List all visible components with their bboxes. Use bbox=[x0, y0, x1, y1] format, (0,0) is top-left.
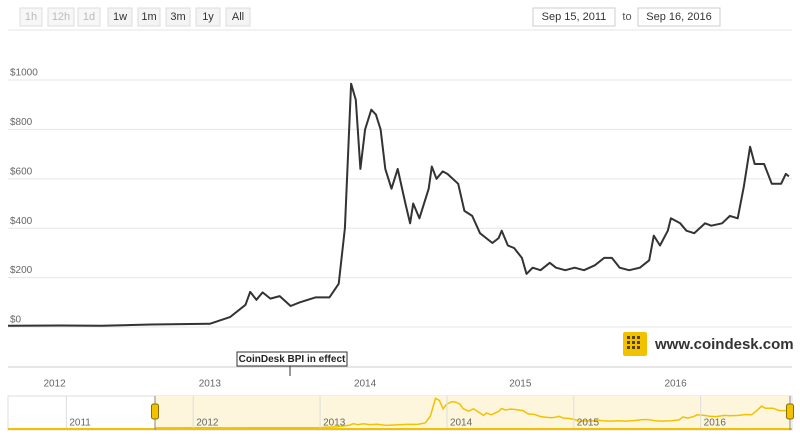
x-tick-label: 2013 bbox=[199, 379, 222, 390]
range-button[interactable] bbox=[165, 7, 191, 27]
y-tick-label: $0 bbox=[10, 315, 22, 326]
y-tick-label: $200 bbox=[10, 265, 33, 276]
range-button-label[interactable]: 1w bbox=[113, 11, 127, 23]
navigator-selection[interactable] bbox=[155, 396, 790, 430]
logo-dots bbox=[627, 336, 640, 349]
navigator-tick-label: 2013 bbox=[323, 418, 346, 429]
watermark: www.coindesk.com bbox=[654, 336, 794, 353]
range-button[interactable] bbox=[107, 7, 133, 27]
range-button[interactable] bbox=[225, 7, 251, 27]
range-button-label[interactable]: 12h bbox=[52, 11, 70, 23]
y-tick-label: $1000 bbox=[10, 68, 38, 79]
x-tick-label: 2012 bbox=[43, 379, 66, 390]
x-tick-label: 2015 bbox=[509, 379, 532, 390]
range-button-label[interactable]: 1y bbox=[202, 11, 214, 23]
range-button[interactable] bbox=[19, 7, 43, 27]
navigator-tick-label: 2011 bbox=[69, 418, 91, 429]
to-date[interactable]: Sep 16, 2016 bbox=[646, 11, 711, 23]
to-date-box[interactable] bbox=[637, 7, 721, 27]
annotation-box bbox=[236, 351, 348, 367]
x-tick-label: 2016 bbox=[664, 379, 687, 390]
from-date-box[interactable] bbox=[532, 7, 616, 27]
navigator-tick-label: 2014 bbox=[450, 418, 473, 429]
y-tick-label: $400 bbox=[10, 216, 33, 227]
range-button-label[interactable]: 1h bbox=[25, 11, 37, 23]
range-button-label[interactable]: 1d bbox=[83, 11, 95, 23]
navigator-tick-label: 2016 bbox=[704, 418, 727, 429]
range-button[interactable] bbox=[195, 7, 221, 27]
price-line bbox=[7, 82, 790, 327]
y-tick-label: $800 bbox=[10, 117, 33, 128]
navigator-tick-label: 2012 bbox=[196, 418, 219, 429]
from-date[interactable]: Sep 15, 2011 bbox=[542, 11, 607, 23]
y-tick-label: $600 bbox=[10, 166, 33, 177]
to-label: to bbox=[622, 11, 631, 23]
navigator-handle[interactable] bbox=[786, 403, 794, 420]
navigator-tick-label: 2015 bbox=[577, 418, 600, 429]
annotation: CoinDesk BPI in effect bbox=[239, 354, 346, 365]
range-button[interactable] bbox=[137, 7, 161, 27]
range-button[interactable] bbox=[47, 7, 75, 27]
range-button[interactable] bbox=[77, 7, 101, 27]
range-button-label[interactable]: All bbox=[232, 11, 244, 23]
range-button-label[interactable]: 3m bbox=[170, 11, 185, 23]
range-button-label[interactable]: 1m bbox=[141, 11, 156, 23]
x-tick-label: 2014 bbox=[354, 379, 377, 390]
navigator-line bbox=[155, 397, 794, 429]
navigator-handle[interactable] bbox=[151, 403, 159, 420]
